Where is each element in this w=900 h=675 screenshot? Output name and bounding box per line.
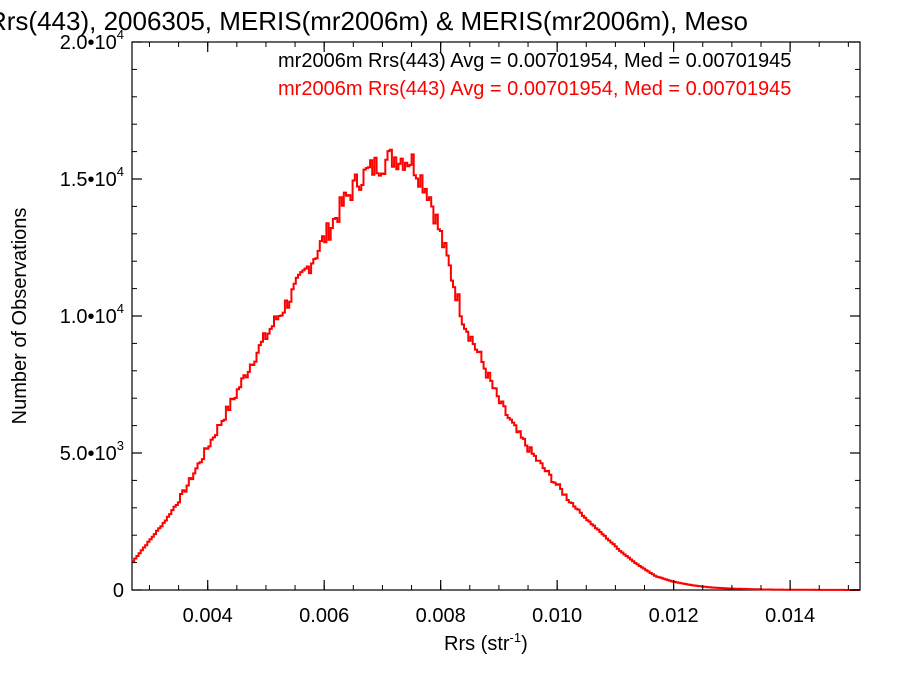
y-axis-title: Number of Observations <box>9 208 31 425</box>
x-tick-label: 0.010 <box>532 605 582 627</box>
plot-frame <box>131 41 861 591</box>
y-tick-label-exponent: 4 <box>117 301 124 316</box>
x-axis-title-exp: -1 <box>510 630 522 645</box>
x-axis-title-main: Rrs (str <box>444 633 510 655</box>
x-tick-label: 0.012 <box>649 605 699 627</box>
x-tick-label: 0.006 <box>299 605 349 627</box>
y-tick-label-exponent: 4 <box>117 27 124 42</box>
y-tick-label-mantissa: 2.0•10 <box>60 32 117 54</box>
y-tick-label-mantissa: 1.0•10 <box>60 306 117 328</box>
x-tick-label: 0.004 <box>183 605 233 627</box>
x-axis-ticks: 0.004 0.006 0.008 0.010 0.012 0.014 <box>148 42 849 627</box>
y-tick-label: 0 <box>113 580 124 602</box>
series-histogram-line <box>132 148 860 591</box>
y-tick-label: 5.0•103 <box>60 438 124 465</box>
stats-annotation-black: mr2006m Rrs(443) Avg = 0.00701954, Med =… <box>278 50 791 72</box>
y-tick-label-mantissa: 1.5•10 <box>60 169 117 191</box>
y-tick-label-mantissa: 5.0•10 <box>60 443 117 465</box>
y-tick-label: 1.0•104 <box>60 301 124 328</box>
chart-title: Rrs(443), 2006305, MERIS(mr2006m) & MERI… <box>0 6 748 36</box>
x-axis-title: Rrs (str-1) <box>444 630 528 655</box>
y-tick-label-mantissa: 0 <box>113 580 124 602</box>
x-tick-label: 0.014 <box>765 605 815 627</box>
y-tick-label: 1.5•104 <box>60 164 124 191</box>
stats-annotation-red: mr2006m Rrs(443) Avg = 0.00701954, Med =… <box>278 78 791 100</box>
y-tick-label: 2.0•104 <box>60 27 124 54</box>
y-tick-label-exponent: 3 <box>117 438 124 453</box>
y-tick-label-exponent: 4 <box>117 164 124 179</box>
x-axis-title-close: ) <box>521 633 528 655</box>
x-tick-label: 0.008 <box>416 605 466 627</box>
